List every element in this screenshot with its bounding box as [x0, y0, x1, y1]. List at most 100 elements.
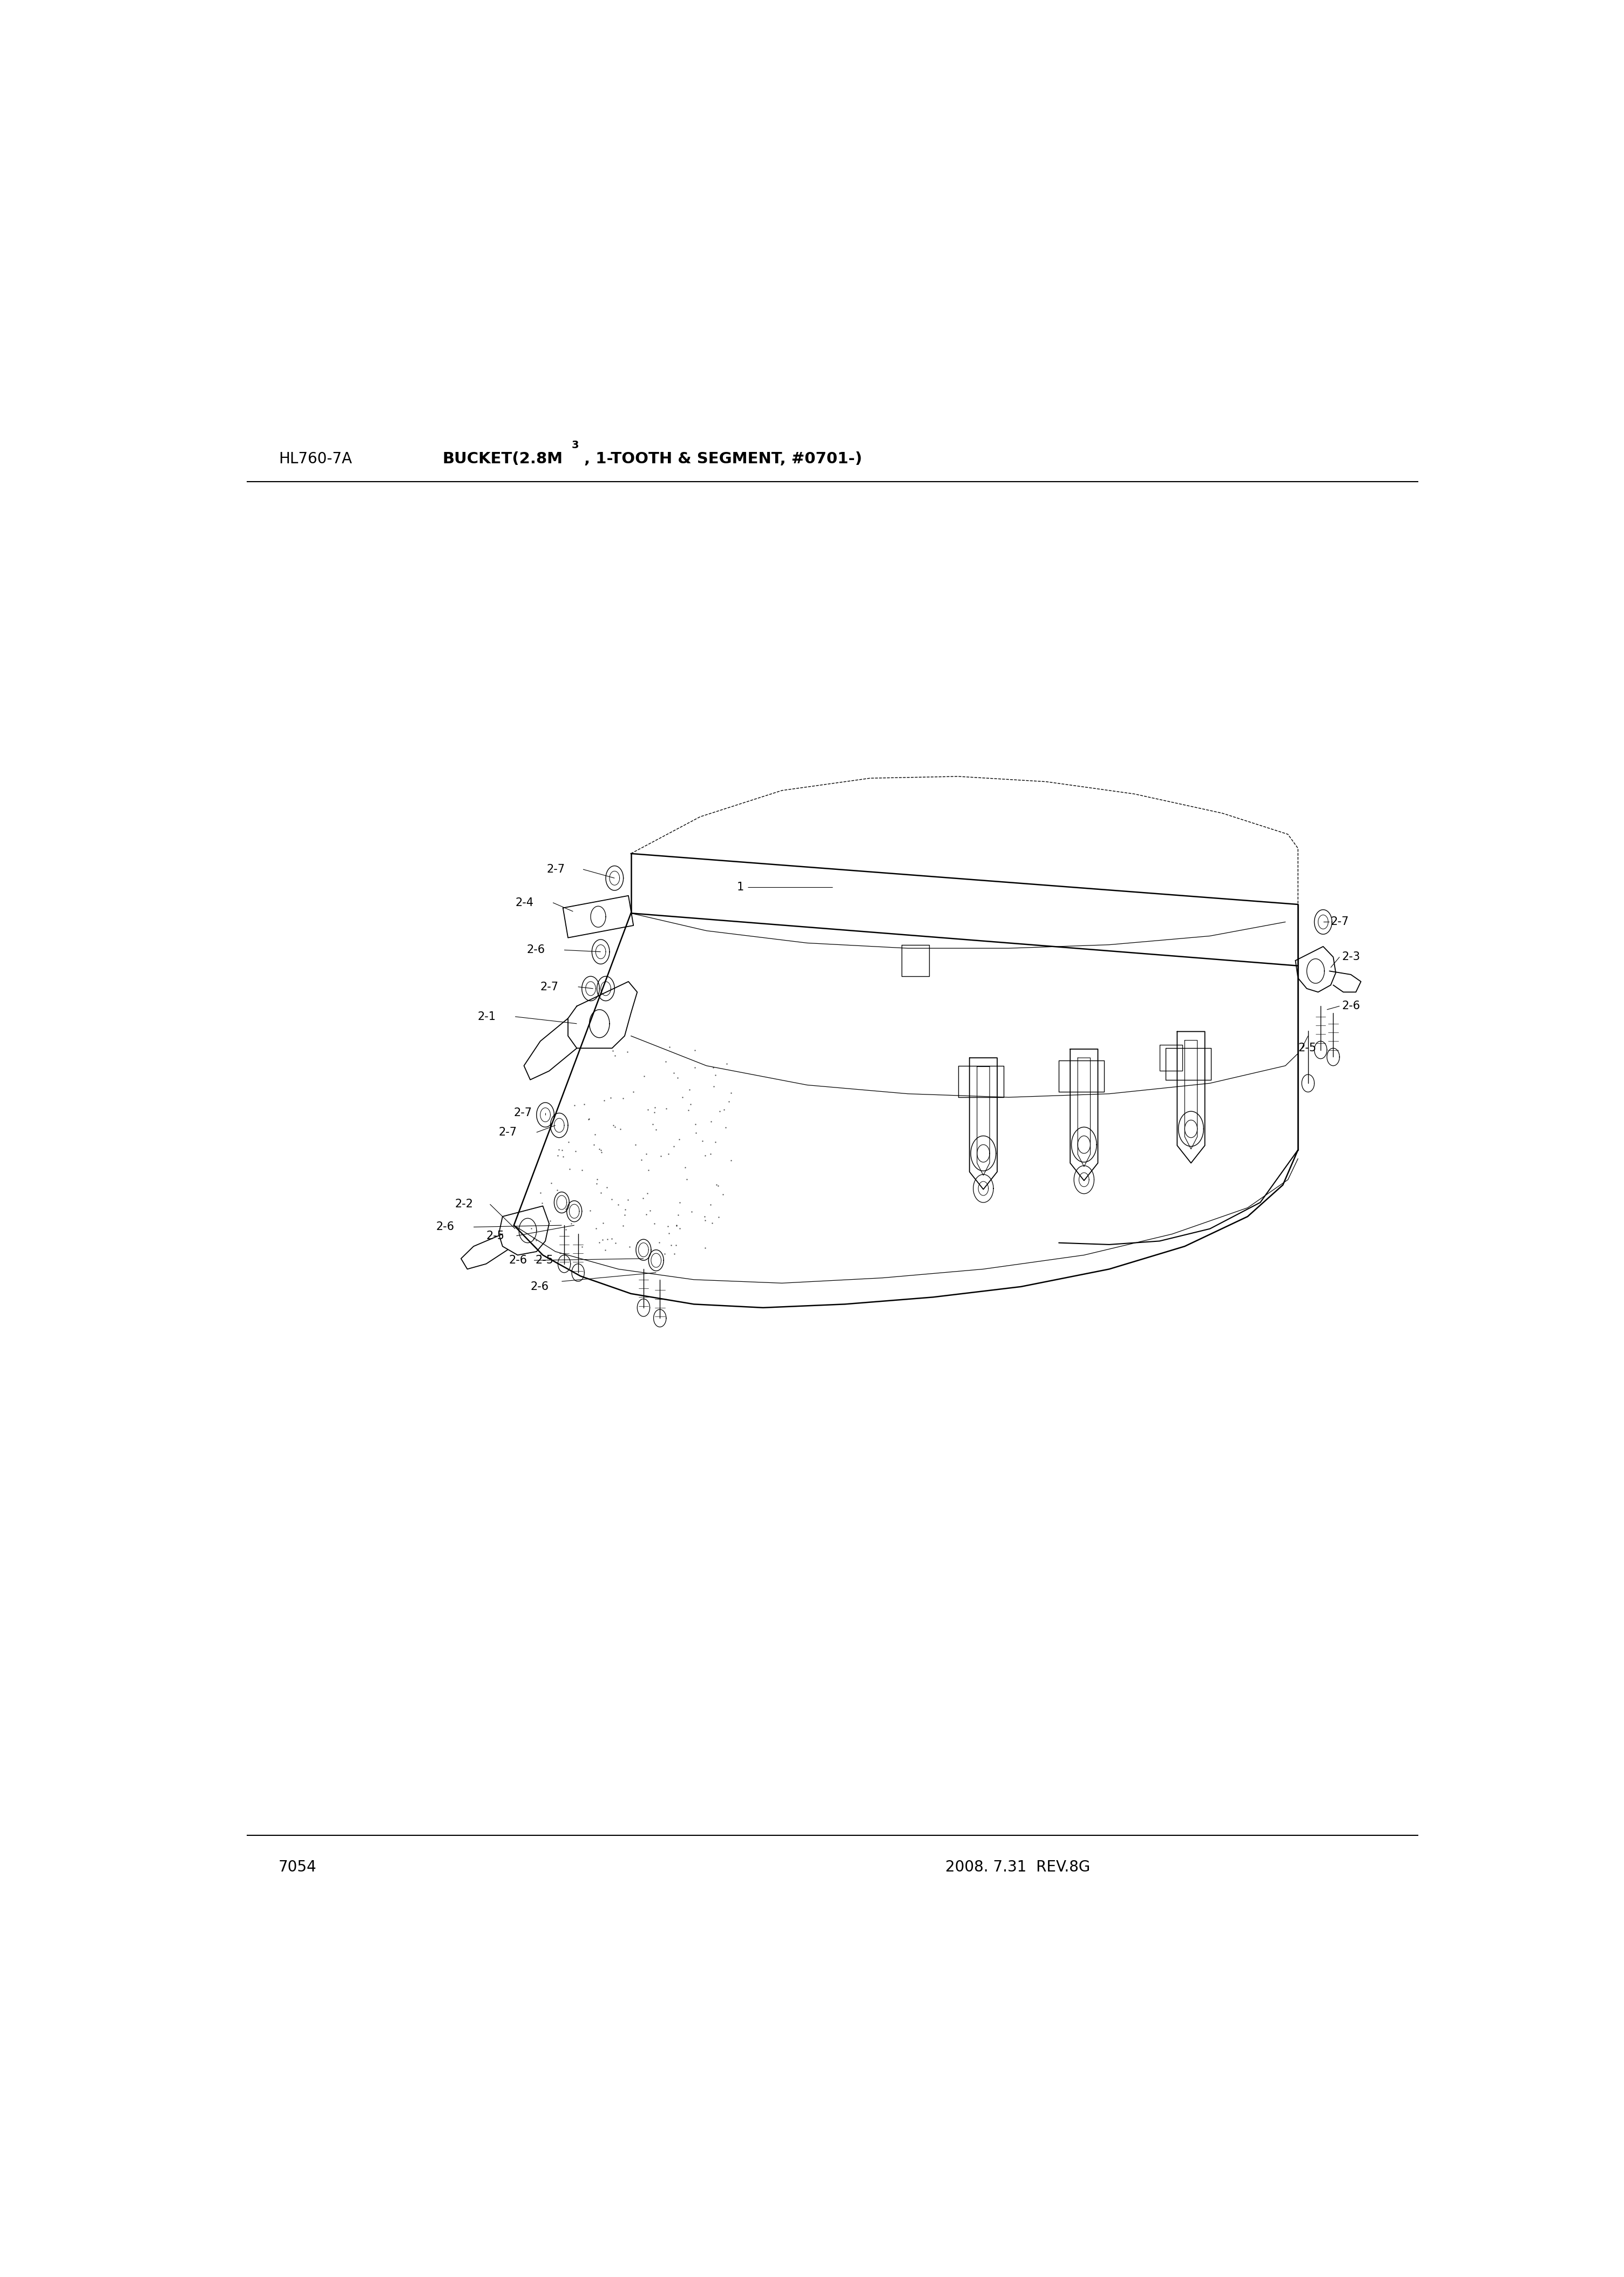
Point — [656, 1029, 682, 1066]
Point — [703, 1166, 729, 1202]
Point — [703, 1125, 729, 1161]
Point — [661, 1127, 687, 1164]
Point — [651, 1236, 677, 1273]
Point — [617, 1227, 643, 1264]
Point — [614, 1034, 640, 1070]
Point — [546, 1136, 572, 1173]
Point — [700, 1068, 726, 1104]
Point — [692, 1198, 718, 1234]
Point — [641, 1205, 667, 1241]
Point — [591, 1082, 617, 1118]
Point — [568, 1152, 594, 1189]
Point — [620, 1072, 646, 1109]
Point — [599, 1182, 625, 1218]
Point — [598, 1079, 624, 1116]
Text: 2-7: 2-7 — [499, 1127, 516, 1138]
Point — [713, 1109, 739, 1145]
Point — [586, 1225, 612, 1261]
Text: 2-5: 2-5 — [1298, 1043, 1317, 1054]
Point — [635, 1091, 661, 1127]
Point — [697, 1186, 723, 1223]
Point — [581, 1116, 607, 1152]
Point — [588, 1134, 614, 1170]
Point — [630, 1179, 656, 1216]
Point — [599, 1034, 625, 1070]
Point — [529, 1184, 555, 1220]
Point — [664, 1059, 690, 1095]
Point — [648, 1138, 674, 1175]
Point — [518, 1211, 544, 1248]
Point — [557, 1150, 583, 1186]
Point — [661, 1054, 687, 1091]
Point — [568, 1230, 594, 1266]
Text: 2-2: 2-2 — [455, 1198, 473, 1209]
Point — [679, 1193, 705, 1230]
Point — [612, 1191, 638, 1227]
Point — [577, 1100, 603, 1136]
Point — [539, 1166, 565, 1202]
Point — [585, 1161, 611, 1198]
Point — [594, 1220, 620, 1257]
Point — [705, 1168, 731, 1205]
Point — [653, 1091, 679, 1127]
Point — [682, 1050, 708, 1086]
Point — [666, 1120, 692, 1157]
Point — [654, 1209, 680, 1246]
Point — [628, 1141, 654, 1177]
Point — [552, 1211, 578, 1248]
Point — [572, 1086, 598, 1123]
Point — [710, 1177, 736, 1214]
Text: 2-7: 2-7 — [1330, 918, 1350, 927]
Text: HL760-7A: HL760-7A — [279, 451, 352, 467]
Point — [676, 1091, 702, 1127]
Point — [528, 1236, 554, 1273]
Point — [632, 1059, 658, 1095]
Point — [674, 1161, 700, 1198]
Point — [603, 1109, 628, 1145]
Point — [700, 1205, 726, 1241]
Point — [633, 1136, 659, 1173]
Point — [698, 1102, 724, 1138]
Text: BUCKET(2.8M: BUCKET(2.8M — [442, 451, 562, 467]
Text: 2-7: 2-7 — [513, 1107, 533, 1118]
Text: 2-6: 2-6 — [435, 1223, 455, 1232]
Point — [692, 1138, 718, 1175]
Point — [615, 1182, 641, 1218]
Point — [664, 1195, 690, 1232]
Point — [718, 1143, 744, 1179]
Point — [661, 1236, 687, 1273]
Point — [559, 1205, 585, 1241]
Point — [549, 1132, 575, 1168]
Point — [521, 1220, 547, 1257]
Point — [593, 1232, 619, 1268]
Point — [601, 1107, 627, 1143]
Point — [611, 1207, 637, 1243]
Point — [703, 1057, 729, 1093]
Point — [562, 1134, 588, 1170]
Point — [528, 1175, 554, 1211]
Text: 7054: 7054 — [279, 1860, 317, 1874]
Point — [656, 1136, 682, 1173]
Point — [555, 1123, 581, 1159]
Point — [643, 1111, 669, 1148]
Point — [575, 1102, 601, 1138]
Text: 2-1: 2-1 — [477, 1011, 495, 1022]
Text: 2-3: 2-3 — [1341, 952, 1361, 963]
Point — [586, 1132, 612, 1168]
Point — [706, 1200, 732, 1236]
Point — [603, 1225, 628, 1261]
Point — [588, 1175, 614, 1211]
Point — [603, 1038, 628, 1075]
Point — [646, 1225, 672, 1261]
Point — [551, 1138, 577, 1175]
Point — [697, 1136, 723, 1173]
Point — [583, 1211, 609, 1248]
Point — [633, 1195, 659, 1232]
Point — [692, 1230, 718, 1266]
Text: 2-7: 2-7 — [547, 863, 565, 874]
Point — [523, 1223, 549, 1259]
Point — [669, 1079, 695, 1116]
Point — [607, 1111, 633, 1148]
Point — [641, 1088, 667, 1125]
Point — [588, 1132, 614, 1168]
